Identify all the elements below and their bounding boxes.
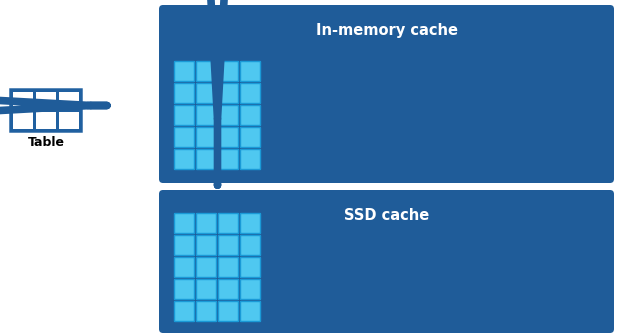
- FancyBboxPatch shape: [175, 235, 195, 256]
- FancyBboxPatch shape: [197, 302, 217, 322]
- FancyBboxPatch shape: [218, 235, 238, 256]
- FancyBboxPatch shape: [218, 258, 238, 278]
- FancyBboxPatch shape: [197, 84, 217, 104]
- FancyBboxPatch shape: [218, 61, 238, 81]
- FancyBboxPatch shape: [197, 213, 217, 233]
- FancyBboxPatch shape: [240, 280, 260, 300]
- FancyBboxPatch shape: [240, 302, 260, 322]
- Text: SSD cache: SSD cache: [344, 208, 429, 223]
- FancyBboxPatch shape: [11, 90, 81, 131]
- FancyBboxPatch shape: [175, 84, 195, 104]
- FancyBboxPatch shape: [218, 302, 238, 322]
- FancyBboxPatch shape: [218, 106, 238, 126]
- FancyBboxPatch shape: [240, 258, 260, 278]
- FancyBboxPatch shape: [197, 61, 217, 81]
- FancyBboxPatch shape: [218, 150, 238, 169]
- FancyBboxPatch shape: [159, 5, 614, 183]
- FancyBboxPatch shape: [13, 92, 33, 109]
- FancyBboxPatch shape: [36, 92, 56, 109]
- Text: Table: Table: [27, 136, 64, 149]
- FancyBboxPatch shape: [197, 280, 217, 300]
- FancyBboxPatch shape: [175, 213, 195, 233]
- FancyBboxPatch shape: [240, 61, 260, 81]
- FancyBboxPatch shape: [240, 106, 260, 126]
- FancyBboxPatch shape: [175, 302, 195, 322]
- FancyBboxPatch shape: [197, 106, 217, 126]
- FancyBboxPatch shape: [240, 213, 260, 233]
- FancyBboxPatch shape: [240, 128, 260, 148]
- FancyBboxPatch shape: [159, 190, 614, 333]
- FancyBboxPatch shape: [218, 84, 238, 104]
- FancyBboxPatch shape: [197, 235, 217, 256]
- FancyBboxPatch shape: [240, 150, 260, 169]
- FancyBboxPatch shape: [218, 213, 238, 233]
- FancyBboxPatch shape: [218, 128, 238, 148]
- FancyBboxPatch shape: [197, 258, 217, 278]
- FancyBboxPatch shape: [175, 61, 195, 81]
- FancyBboxPatch shape: [175, 106, 195, 126]
- FancyBboxPatch shape: [175, 280, 195, 300]
- FancyBboxPatch shape: [175, 128, 195, 148]
- Text: In-memory cache: In-memory cache: [316, 23, 457, 38]
- FancyBboxPatch shape: [59, 92, 79, 109]
- FancyBboxPatch shape: [175, 258, 195, 278]
- FancyBboxPatch shape: [218, 280, 238, 300]
- FancyBboxPatch shape: [240, 84, 260, 104]
- FancyBboxPatch shape: [36, 112, 56, 129]
- FancyBboxPatch shape: [13, 112, 33, 129]
- FancyBboxPatch shape: [175, 150, 195, 169]
- FancyBboxPatch shape: [59, 112, 79, 129]
- FancyBboxPatch shape: [240, 235, 260, 256]
- FancyBboxPatch shape: [197, 128, 217, 148]
- FancyBboxPatch shape: [197, 150, 217, 169]
